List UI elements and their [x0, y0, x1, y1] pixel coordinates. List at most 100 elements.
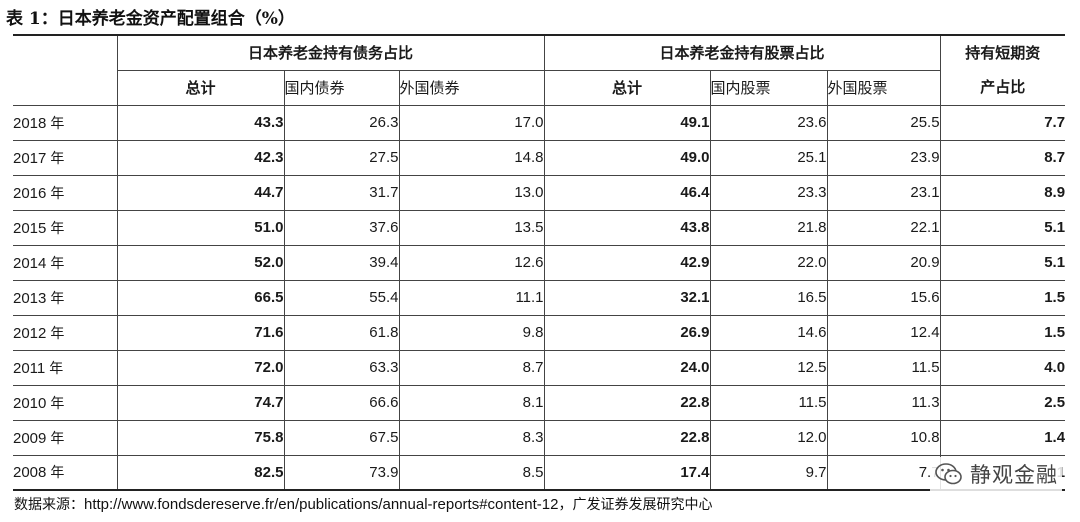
bond-total-cell: 82.5 — [116, 454, 284, 491]
watermark: 静观金融 — [930, 457, 1062, 491]
foreign-stock-cell: 7.7 — [826, 454, 941, 491]
stock-total-cell: 24.0 — [543, 349, 711, 385]
year-cell: 2016 年 — [13, 174, 117, 210]
foreign-bond-cell: 17.0 — [398, 104, 545, 140]
year-value: 2017 — [13, 149, 47, 167]
year-suffix: 年 — [50, 185, 65, 202]
short-term-cell: 5.1 — [939, 209, 1066, 245]
year-cell: 2012 年 — [13, 314, 117, 350]
domestic-stock-cell: 11.5 — [709, 384, 828, 420]
year-value: 2014 — [13, 254, 47, 272]
domestic-stock-cell: 25.1 — [709, 139, 828, 175]
domestic-bond-cell: 39.4 — [283, 244, 399, 280]
foreign-bond-cell: 8.3 — [398, 419, 545, 455]
table-title: 表 1：日本养老金资产配置组合（%） — [6, 9, 295, 29]
year-cell: 2017 年 — [13, 139, 117, 175]
wechat-icon — [935, 463, 962, 485]
short-term-cell: 2.5 — [939, 384, 1066, 420]
year-suffix: 年 — [50, 220, 65, 237]
allocation-table: 日本养老金持有债务占比 日本养老金持有股票占比 持有短期资 产占比 总计 国内债… — [13, 34, 1066, 491]
short-term-cell: 4.0 — [939, 349, 1066, 385]
year-cell: 2018 年 — [13, 104, 117, 140]
table-row: 2016 年 44.7 31.7 13.0 46.4 23.3 23.1 8.9 — [13, 174, 1066, 210]
table-row: 2011 年 72.0 63.3 8.7 24.0 12.5 11.5 4.0 — [13, 349, 1066, 385]
domestic-bond-cell: 73.9 — [283, 454, 399, 491]
foreign-stock-cell: 20.9 — [826, 244, 941, 280]
foreign-bond-cell: 13.5 — [398, 209, 545, 245]
foreign-stock-cell: 15.6 — [826, 279, 941, 315]
stock-total-cell: 43.8 — [543, 209, 711, 245]
year-value: 2009 — [13, 429, 47, 447]
year-cell: 2009 年 — [13, 419, 117, 455]
foreign-stock-cell: 12.4 — [826, 314, 941, 350]
year-cell: 2015 年 — [13, 209, 117, 245]
bond-total-cell: 71.6 — [116, 314, 284, 350]
year-suffix: 年 — [50, 255, 65, 272]
year-value: 2016 — [13, 184, 47, 202]
source-url: http://www.fondsdereserve.fr/en/publicat… — [84, 496, 559, 513]
bond-total-cell: 44.7 — [116, 174, 284, 210]
table-row: 2015 年 51.0 37.6 13.5 43.8 21.8 22.1 5.1 — [13, 209, 1066, 245]
year-cell: 2008 年 — [13, 454, 117, 491]
foreign-stock-header: 外国股票 — [826, 70, 941, 105]
short-term-cell: 7.7 — [939, 104, 1066, 140]
year-cell: 2013 年 — [13, 279, 117, 315]
table-body: 2018 年 43.3 26.3 17.0 49.1 23.6 25.5 7.7 2017 年 42.… — [13, 104, 1066, 491]
foreign-bond-cell: 12.6 — [398, 244, 545, 280]
year-cell: 2011 年 — [13, 349, 117, 385]
stock-total-cell: 22.8 — [543, 419, 711, 455]
stock-total-cell: 17.4 — [543, 454, 711, 491]
bond-total-cell: 75.8 — [116, 419, 284, 455]
domestic-bond-cell: 55.4 — [283, 279, 399, 315]
stock-total-cell: 46.4 — [543, 174, 711, 210]
foreign-stock-cell: 23.9 — [826, 139, 941, 175]
table-row: 2018 年 43.3 26.3 17.0 49.1 23.6 25.5 7.7 — [13, 104, 1066, 140]
foreign-bond-header: 外国债券 — [398, 70, 545, 105]
source-note: 数据来源：http://www.fondsdereserve.fr/en/pub… — [14, 494, 712, 514]
year-suffix: 年 — [49, 360, 64, 377]
bond-total-cell: 51.0 — [116, 209, 284, 245]
stock-group-header: 日本养老金持有股票占比 — [543, 34, 941, 71]
bond-total-header: 总计 — [116, 70, 284, 105]
bond-total-cell: 43.3 — [116, 104, 284, 140]
foreign-stock-cell: 11.3 — [826, 384, 941, 420]
domestic-bond-cell: 26.3 — [283, 104, 399, 140]
domestic-stock-cell: 12.5 — [709, 349, 828, 385]
short-term-header-line1: 持有短期资 — [965, 44, 1041, 62]
stock-total-cell: 49.0 — [543, 139, 711, 175]
domestic-stock-cell: 9.7 — [709, 454, 828, 491]
source-org: ，广发证券发展研究中心 — [558, 497, 713, 513]
year-cell: 2014 年 — [13, 244, 117, 280]
table-row: 2010 年 74.7 66.6 8.1 22.8 11.5 11.3 2.5 — [13, 384, 1066, 420]
table-row: 2009 年 75.8 67.5 8.3 22.8 12.0 10.8 1.4 — [13, 419, 1066, 455]
short-term-header-line2: 产占比 — [980, 78, 1026, 96]
stock-total-cell: 42.9 — [543, 244, 711, 280]
foreign-bond-cell: 8.5 — [398, 454, 545, 491]
domestic-stock-cell: 23.6 — [709, 104, 828, 140]
foreign-stock-cell: 23.1 — [826, 174, 941, 210]
short-term-cell: 5.1 — [939, 244, 1066, 280]
year-value: 2011 — [13, 359, 46, 377]
year-value: 2013 — [13, 289, 47, 307]
foreign-bond-cell: 14.8 — [398, 139, 545, 175]
domestic-stock-header: 国内股票 — [709, 70, 828, 105]
year-suffix: 年 — [50, 465, 65, 482]
foreign-stock-cell: 22.1 — [826, 209, 941, 245]
table-row: 2013 年 66.5 55.4 11.1 32.1 16.5 15.6 1.5 — [13, 279, 1066, 315]
domestic-stock-cell: 12.0 — [709, 419, 828, 455]
short-term-cell: 1.5 — [939, 314, 1066, 350]
foreign-bond-cell: 13.0 — [398, 174, 545, 210]
domestic-bond-cell: 61.8 — [283, 314, 399, 350]
short-term-header: 持有短期资 产占比 — [939, 34, 1066, 105]
bond-total-cell: 42.3 — [116, 139, 284, 175]
year-value: 2015 — [13, 219, 47, 237]
foreign-stock-cell: 25.5 — [826, 104, 941, 140]
bond-total-cell: 74.7 — [116, 384, 284, 420]
year-suffix: 年 — [50, 290, 65, 307]
table-row: 2014 年 52.0 39.4 12.6 42.9 22.0 20.9 5.1 — [13, 244, 1066, 280]
domestic-bond-cell: 66.6 — [283, 384, 399, 420]
short-term-cell: 1.5 — [939, 279, 1066, 315]
year-header-cell — [13, 34, 117, 105]
domestic-bond-header: 国内债券 — [283, 70, 399, 105]
foreign-stock-cell: 10.8 — [826, 419, 941, 455]
